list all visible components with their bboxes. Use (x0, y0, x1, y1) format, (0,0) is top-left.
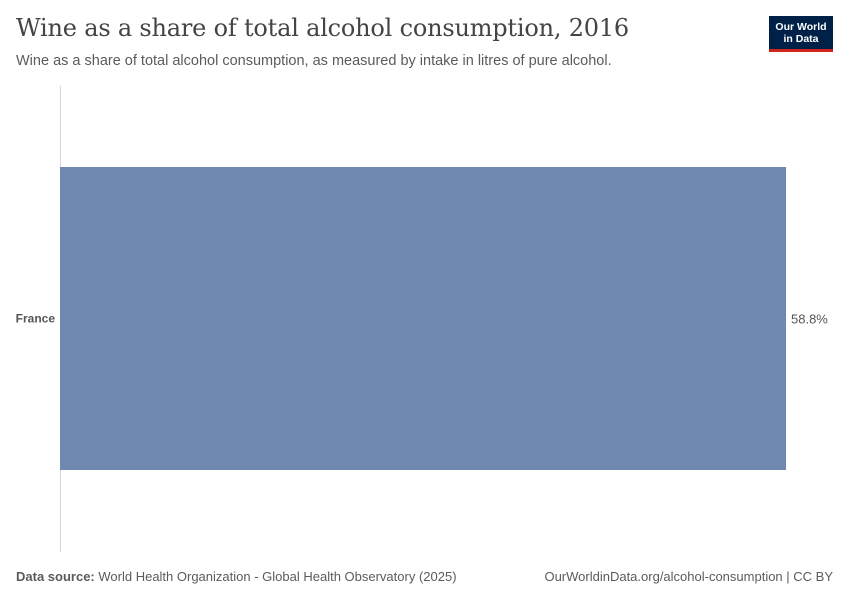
category-label: France (16, 312, 56, 326)
bar-france[interactable] (60, 167, 786, 470)
bar-chart: France 58.8% (16, 86, 828, 552)
chart-subtitle: Wine as a share of total alcohol consump… (16, 53, 612, 69)
source-url[interactable]: OurWorldinData.org/alcohol-consumption |… (544, 569, 833, 584)
logo-line-2: in Data (783, 32, 819, 45)
data-source: Data source: World Health Organization -… (16, 569, 457, 584)
chart-title: Wine as a share of total alcohol consump… (16, 14, 629, 42)
bars-layer: France 58.8% (16, 167, 828, 470)
logo-line-1: Our World (775, 20, 827, 33)
value-label: 58.8% (791, 312, 828, 327)
owid-logo[interactable]: Our World in Data (769, 16, 833, 52)
data-source-text[interactable]: World Health Organization - Global Healt… (98, 569, 457, 584)
data-source-label: Data source: (16, 569, 95, 584)
